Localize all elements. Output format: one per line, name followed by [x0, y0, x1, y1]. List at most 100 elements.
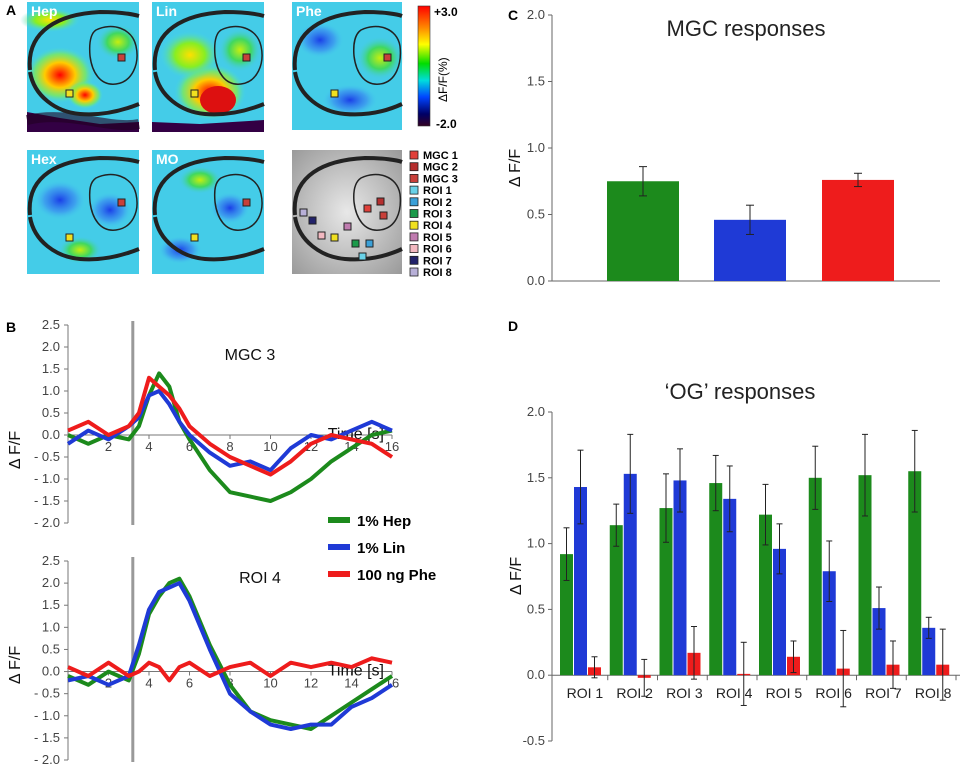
bar	[607, 181, 679, 281]
y-tick-label: 0.5	[42, 405, 60, 420]
y-tick-label: - 1.0	[34, 708, 60, 723]
y-tick-label: 2.5	[42, 553, 60, 568]
bar	[623, 473, 637, 676]
y-tick-label: 2.0	[42, 575, 60, 590]
roi-legend-label: ROI 5	[423, 232, 452, 244]
bar	[922, 627, 936, 676]
y-tick-label: 2.0	[42, 339, 60, 354]
roi-legend-label: ROI 2	[423, 197, 452, 209]
x-tick-label: ROI 8	[915, 685, 952, 701]
y-tick-label: 1.0	[527, 140, 545, 155]
trace-legend-label: 1% Lin	[357, 540, 405, 557]
image-mo: MO	[152, 150, 265, 274]
trace-line	[67, 656, 393, 683]
y-tick-label: - 1.5	[34, 730, 60, 745]
y-axis-label: Δ F/F	[508, 557, 525, 595]
y-tick-label: - 1.0	[34, 471, 60, 486]
bar	[560, 554, 573, 676]
panel-letter-a: A	[6, 2, 16, 18]
y-tick-label: 2.0	[527, 404, 545, 419]
bar	[659, 508, 673, 676]
image-hex: Hex	[27, 150, 140, 274]
odor-label-hex: Hex	[31, 151, 57, 167]
roi-legend-label: ROI 4	[423, 220, 453, 232]
panel-letter-b: B	[6, 319, 16, 335]
y-tick-label: 1.0	[42, 383, 60, 398]
y-tick-label: 2.0	[527, 7, 545, 22]
bar	[723, 498, 737, 676]
trace-line	[67, 576, 394, 731]
trace-legend-label: 1% Hep	[357, 513, 411, 530]
y-axis-label: Δ F/F	[7, 646, 24, 684]
plot-title: MGC 3	[225, 347, 276, 364]
y-tick-label: 0.0	[42, 664, 60, 679]
colorbar-top-label: +3.0	[434, 5, 458, 19]
roi-legend-swatch	[409, 150, 419, 160]
bar	[759, 514, 772, 676]
bar	[822, 571, 836, 676]
odor-label-phe: Phe	[296, 3, 322, 19]
roi-legend-swatch	[409, 162, 419, 172]
y-tick-label: - 2.0	[34, 752, 60, 767]
y-tick-label: - 2.0	[34, 515, 60, 530]
x-tick-label: 8	[226, 439, 233, 454]
imaging-panels: Hep Lin Phe	[20, 2, 458, 279]
y-tick-label: 0.0	[42, 427, 60, 442]
roi-legend-label: ROI 7	[423, 255, 452, 267]
plot-title: ROI 4	[239, 570, 281, 587]
x-tick-label: 6	[186, 676, 193, 691]
x-tick-label: ROI 2	[616, 685, 653, 701]
image-roi-map	[292, 150, 403, 274]
trace-line	[67, 581, 394, 731]
roi-legend-swatch	[409, 267, 419, 277]
y-axis-label: Δ F/F	[7, 431, 24, 469]
y-tick-label: 0.0	[527, 273, 545, 288]
trace-legend: 1% Hep 1% Lin 100 ng Phe	[328, 513, 436, 584]
y-axis-label: Δ F/F	[507, 149, 524, 187]
x-tick-label: 2	[105, 439, 112, 454]
x-tick-label: ROI 1	[567, 685, 604, 701]
bar	[808, 477, 822, 676]
y-tick-label: 2.5	[42, 317, 60, 332]
x-tick-label: 10	[263, 439, 277, 454]
roi-legend-swatch	[409, 185, 419, 195]
x-tick-label: ROI 6	[815, 685, 852, 701]
bar	[858, 475, 872, 676]
x-tick-label: 10	[263, 676, 277, 691]
chart-og-responses: -0.5 0.0 0.5 1.0 1.5 2.0 ‘OG’ responses Δ F/F RO…	[508, 379, 960, 748]
y-tick-label: 1.0	[527, 536, 545, 551]
chart-mgc-responses: 0.0 0.5 1.0 1.5 2.0 MGC responses Δ F/F	[507, 7, 940, 288]
odor-label-lin: Lin	[156, 3, 177, 19]
y-tick-label: - 0.5	[34, 686, 60, 701]
trace-line	[67, 371, 393, 503]
x-tick-label: 4	[145, 676, 152, 691]
roi-legend-label: ROI 8	[423, 267, 452, 279]
bar	[872, 608, 886, 676]
roi-legend-swatch	[409, 173, 419, 183]
odor-label-hep: Hep	[31, 3, 57, 19]
x-tick-label: 16	[385, 439, 399, 454]
image-phe: Phe	[292, 2, 404, 130]
colorbar-bottom-label: -2.0	[436, 117, 457, 131]
roi-legend-swatch	[409, 232, 419, 242]
roi-legend-label: ROI 1	[423, 185, 452, 197]
x-tick-label: 4	[145, 439, 152, 454]
roi-legend-label: ROI 3	[423, 209, 452, 221]
roi-legend-label: ROI 6	[423, 244, 452, 256]
trace-legend-label: 100 ng Phe	[357, 567, 436, 584]
trace-plot-roi4: 2.52.01.51.00.50.0- 0.5- 1.0- 1.5- 2.02 4…	[7, 553, 399, 767]
roi-legend-label: MGC 3	[423, 173, 458, 185]
image-hep: Hep	[20, 2, 141, 132]
y-tick-label: 0.5	[527, 601, 545, 616]
bar	[709, 483, 723, 676]
image-lin: Lin	[152, 2, 265, 132]
y-tick-label: 1.5	[527, 74, 545, 89]
x-tick-label: ROI 7	[865, 685, 902, 701]
trace-line	[67, 375, 394, 477]
roi-legend-swatch	[409, 220, 419, 230]
x-tick-label: ROI 4	[716, 685, 753, 701]
bar	[908, 471, 922, 676]
y-tick-label: -0.5	[523, 733, 545, 748]
